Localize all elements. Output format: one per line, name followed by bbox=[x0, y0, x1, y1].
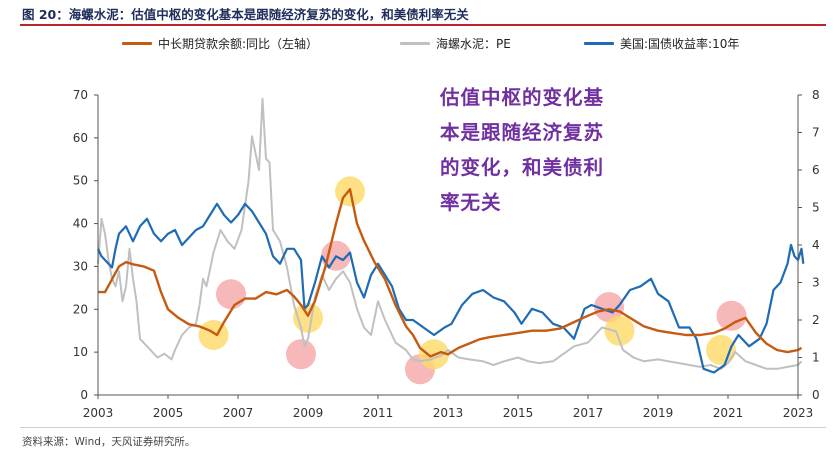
y-tick-label-left: 20 bbox=[73, 302, 88, 316]
highlight-circle bbox=[716, 300, 747, 331]
y-tick-label-right: 2 bbox=[812, 313, 820, 327]
y-tick-label-right: 6 bbox=[812, 163, 820, 177]
y-tick-label-right: 5 bbox=[812, 201, 820, 215]
annotation-line: 本是跟随经济复苏 bbox=[440, 121, 605, 144]
legend-item-pe: 海螺水泥：PE bbox=[400, 35, 511, 52]
legend-item-yield: 美国:国债收益率:10年 bbox=[584, 35, 739, 52]
y-tick-label-left: 60 bbox=[73, 131, 88, 145]
legend-label-loan: 中长期贷款余额:同比（左轴） bbox=[158, 37, 319, 51]
bottom-rule bbox=[20, 427, 826, 428]
annotation-line: 率无关 bbox=[440, 191, 502, 214]
chart-legend: 中长期贷款余额:同比（左轴） 海螺水泥：PE 美国:国债收益率:10年 bbox=[0, 35, 839, 53]
chart-axes: 0 10 20 30 40 50 60 70 0 1 2 3 4 5 6 7 8 2003 2005 2007 2009… bbox=[73, 88, 820, 420]
highlight-circle bbox=[216, 279, 246, 310]
y-tick-label-right: 4 bbox=[812, 238, 820, 252]
highlight-circle bbox=[604, 315, 635, 346]
y-tick-label-left: 10 bbox=[73, 345, 88, 359]
x-tick-label: 2003 bbox=[83, 406, 114, 420]
y-tick-label-right: 3 bbox=[812, 276, 820, 290]
y-tick-label-right: 0 bbox=[812, 388, 820, 402]
annotation-line: 估值中枢的变化基 bbox=[440, 86, 605, 109]
legend-swatch-loan bbox=[122, 42, 152, 45]
y-tick-label-left: 30 bbox=[73, 259, 88, 273]
x-tick-label: 2005 bbox=[153, 406, 184, 420]
figure-title: 图 20：海螺水泥：估值中枢的变化基本是跟随经济复苏的变化，和美债利率无关 bbox=[22, 7, 469, 22]
source-note: 资料来源：Wind，天风证券研究所。 bbox=[22, 436, 196, 448]
x-tick-label: 2023 bbox=[783, 406, 814, 420]
annotation-line: 的变化，和美债利 bbox=[440, 156, 605, 179]
x-tick-label: 2017 bbox=[573, 406, 604, 420]
y-tick-label-right: 7 bbox=[812, 126, 820, 140]
title-rule bbox=[20, 24, 826, 26]
legend-swatch-pe bbox=[400, 42, 430, 45]
x-tick-label: 2011 bbox=[363, 406, 394, 420]
legend-label-yield: 美国:国债收益率:10年 bbox=[620, 37, 740, 51]
x-tick-label: 2019 bbox=[643, 406, 674, 420]
highlight-circle bbox=[706, 335, 736, 365]
x-tick-label: 2007 bbox=[223, 406, 254, 420]
highlight-circle bbox=[594, 292, 624, 323]
x-tick-label: 2013 bbox=[433, 406, 464, 420]
series-line-loan bbox=[98, 188, 803, 358]
legend-swatch-yield bbox=[584, 42, 614, 45]
series-lines bbox=[97, 97, 805, 374]
x-tick-label: 2015 bbox=[503, 406, 534, 420]
y-tick-label-right: 1 bbox=[812, 351, 820, 365]
legend-label-pe: 海螺水泥：PE bbox=[436, 37, 511, 51]
x-tick-label: 2021 bbox=[713, 406, 744, 420]
legend-item-loan: 中长期贷款余额:同比（左轴） bbox=[122, 35, 318, 52]
y-tick-label-left: 0 bbox=[80, 388, 88, 402]
series-line-yield bbox=[97, 202, 805, 374]
series-line-pe bbox=[97, 97, 803, 370]
y-tick-label-left: 70 bbox=[73, 88, 88, 102]
y-tick-label-right: 8 bbox=[812, 88, 820, 102]
y-tick-label-left: 40 bbox=[73, 217, 88, 231]
chart-annotation: 估值中枢的变化基 本是跟随经济复苏 的变化，和美债利 率无关 bbox=[440, 80, 650, 220]
x-tick-label: 2009 bbox=[293, 406, 324, 420]
y-tick-label-left: 50 bbox=[73, 174, 88, 188]
highlight-circle bbox=[286, 339, 316, 370]
